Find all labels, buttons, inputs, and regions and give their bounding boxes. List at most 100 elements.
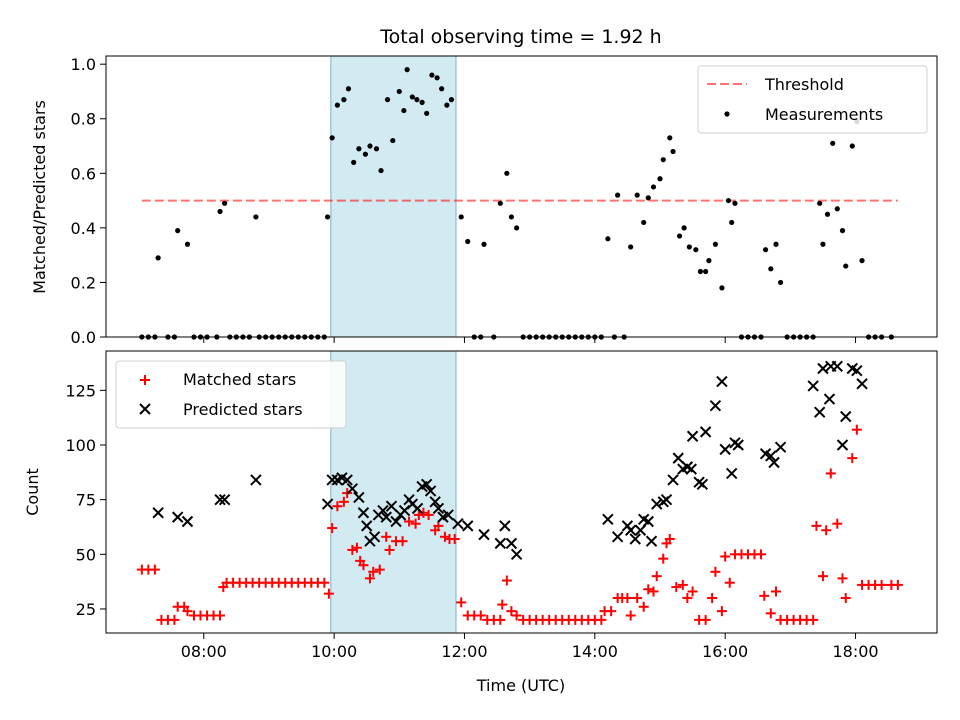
predicted-star-point [478, 528, 490, 541]
matched-star-point [418, 507, 429, 518]
measurement-point [706, 258, 712, 264]
legend-predicted-marker [139, 403, 151, 415]
matched-star-point [323, 588, 334, 599]
measurement-point [820, 241, 826, 247]
measurement-point [849, 143, 855, 149]
predicted-star-point [152, 507, 164, 519]
count-y-tick-label-2: 75 [76, 491, 96, 510]
matched-star-point [638, 601, 649, 612]
count-y-tick-label-4: 125 [65, 381, 96, 400]
ratio-y-tick-label-3: 0.6 [71, 164, 96, 183]
matched-star-point [332, 501, 343, 512]
ratio-panel-frame [105, 55, 938, 338]
measurement-point [362, 151, 369, 157]
matched-star-point [374, 564, 385, 575]
measurement-point [830, 140, 836, 146]
measurement-point [686, 244, 692, 250]
count-points [136, 360, 903, 625]
matched-star-point [511, 610, 522, 621]
predicted-star-point [368, 531, 381, 543]
matched-star-point [825, 468, 836, 479]
measurement-point [351, 159, 357, 165]
matched-star-point [677, 579, 688, 590]
predicted-star-point [380, 511, 392, 523]
measurement-point [409, 94, 415, 100]
measurement-point [839, 228, 846, 234]
predicted-star-point [768, 456, 780, 469]
matched-star-point [808, 614, 819, 625]
measurement-point [650, 184, 657, 190]
matched-star-point [821, 525, 832, 536]
matched-star-point [811, 520, 822, 531]
legend-measurements-label: Measurements [765, 105, 883, 124]
matched-star-point [671, 582, 682, 593]
legend-measurements-marker [724, 111, 730, 117]
matched-star-point [765, 608, 776, 619]
matched-star-point [439, 531, 450, 542]
x-tick-label-5: 18:00 [832, 642, 878, 661]
matched-star-point [847, 453, 858, 464]
matched-star-point [456, 597, 467, 608]
matched-star-point [622, 593, 633, 604]
matched-star-point [632, 593, 643, 604]
x-tick-label-2: 12:00 [441, 642, 487, 661]
measurement-point [729, 219, 735, 226]
predicted-star-point [390, 515, 402, 528]
measurement-point [367, 143, 373, 149]
measurement-point [434, 75, 440, 81]
measurement-point [615, 192, 621, 198]
ratio-y-tick-label-0: 0.0 [71, 328, 96, 347]
matched-star-point [449, 534, 460, 544]
matched-star-point [837, 573, 848, 584]
measurement-point [448, 97, 455, 103]
measurement-point [697, 268, 704, 275]
matched-star-point [892, 579, 903, 590]
predicted-star-point [813, 406, 826, 418]
measurement-point [414, 97, 420, 103]
measurement-point [419, 99, 425, 105]
measurement-point [458, 214, 464, 220]
predicted-star-point [672, 452, 684, 464]
measurement-point [859, 258, 865, 264]
measurement-point [373, 146, 380, 152]
measurement-point [670, 148, 676, 155]
ratio-legend: Threshold Measurements [697, 65, 928, 134]
ratio-y-tick-label-4: 0.8 [71, 110, 96, 129]
x-tick-label-4: 16:00 [702, 642, 748, 661]
predicted-star-point [442, 509, 454, 521]
count-legend-box [115, 360, 347, 429]
matched-star-point [495, 614, 506, 625]
measurement-point [429, 72, 435, 78]
matched-star-point [368, 566, 379, 577]
matched-star-point [497, 599, 508, 610]
predicted-star-point [420, 478, 433, 491]
predicted-star-point [732, 439, 744, 451]
measurement-point [712, 241, 719, 247]
measurement-point [390, 137, 396, 144]
predicted-star-point [505, 537, 518, 550]
measurement-point [773, 241, 779, 247]
predicted-star-point [807, 380, 819, 392]
matched-star-point [182, 606, 193, 617]
predicted-star-point [181, 515, 194, 528]
measurement-point [329, 135, 335, 141]
legend-matched-marker [140, 375, 150, 385]
predicted-star-point [774, 441, 787, 453]
measurement-point [396, 88, 402, 95]
predicted-star-point [602, 513, 614, 526]
x-tick-label-0: 08:00 [181, 642, 227, 661]
measurement-point [465, 238, 471, 245]
measurement-point [334, 102, 340, 108]
ratio-panel-ticks: 0.0 0.2 0.4 0.6 0.8 1.0 [71, 55, 857, 347]
matched-star-point [215, 610, 226, 621]
measurement-point [641, 219, 647, 226]
matched-star-point [319, 577, 330, 588]
legend-predicted-label: Predicted stars [183, 400, 303, 419]
predicted-star-point [357, 507, 370, 519]
predicted-star-point [321, 498, 334, 510]
measurement-point [732, 200, 738, 206]
measurement-point [628, 244, 634, 250]
predicted-star-point [831, 360, 843, 373]
measurement-point [184, 241, 191, 247]
